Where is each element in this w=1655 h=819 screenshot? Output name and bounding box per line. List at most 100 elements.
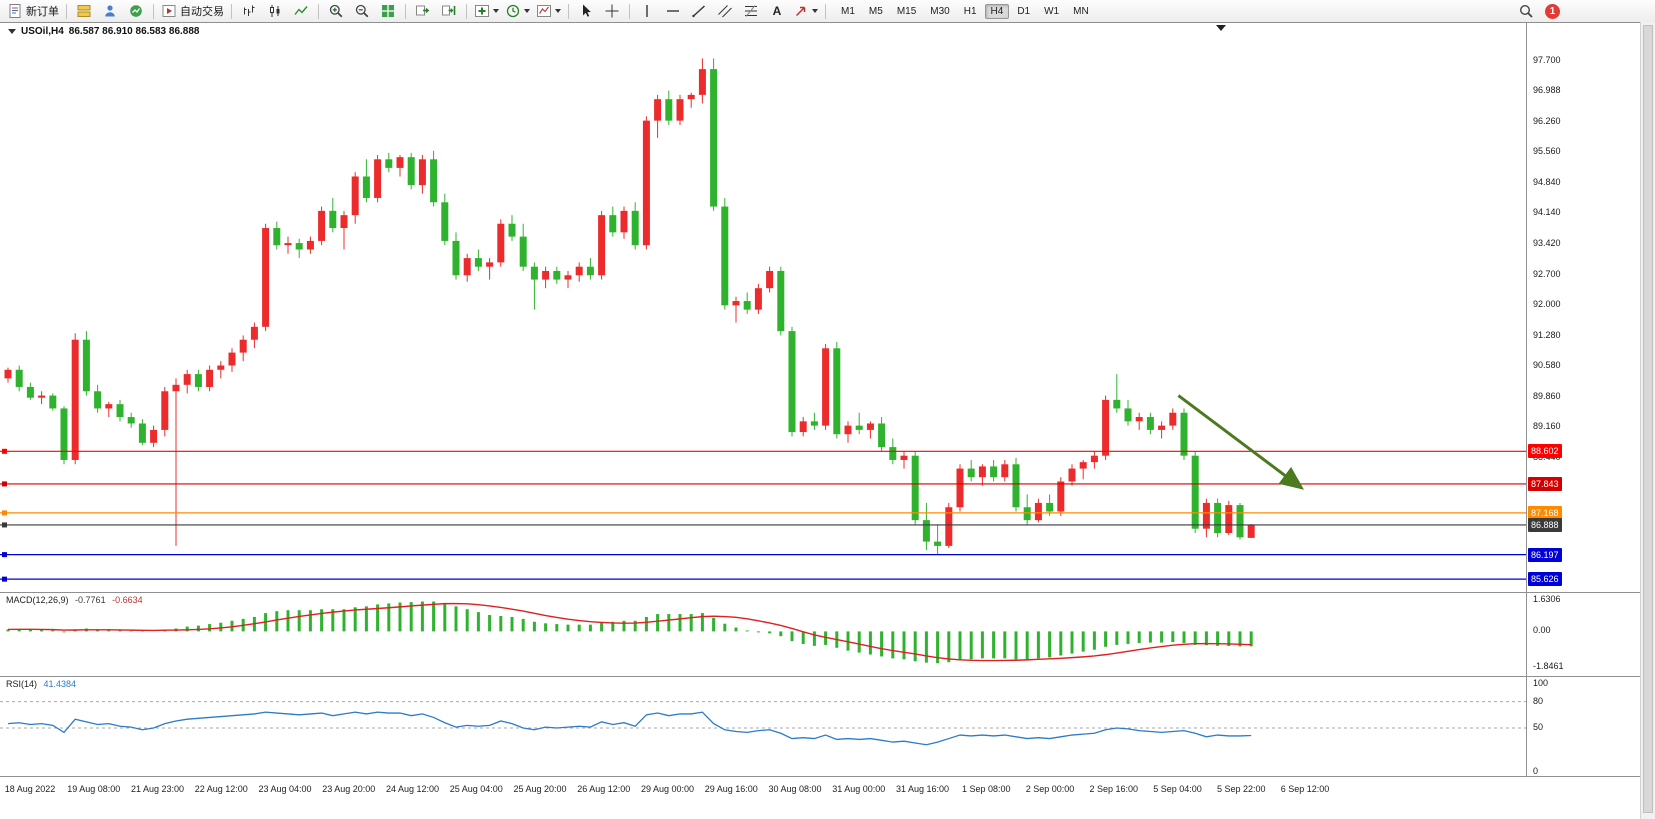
- rsi-axis-label: 0: [1533, 766, 1539, 776]
- crosshair-button[interactable]: [599, 1, 625, 21]
- macd-axis-label: 0.00: [1533, 625, 1551, 636]
- price-tag: 86.888: [1528, 517, 1562, 532]
- line-chart-icon: [294, 6, 308, 15]
- expand-triangle-icon[interactable]: [8, 29, 16, 34]
- chart-shift-button[interactable]: [436, 1, 462, 21]
- scrollbar-thumb[interactable]: [1643, 25, 1653, 813]
- time-tick-label: 21 Aug 23:00: [130, 784, 185, 794]
- macd-main-value: -0.7761: [75, 595, 106, 605]
- templates-button[interactable]: [533, 1, 564, 21]
- price-tag: 87.168: [1528, 505, 1562, 520]
- rsi-axis-label: 100: [1533, 678, 1549, 688]
- auto-scroll-button[interactable]: [410, 1, 436, 21]
- price-tick-label: 91.280: [1533, 330, 1561, 341]
- scroll-to-end-marker[interactable]: [1216, 25, 1226, 31]
- new-order-label: 新订单: [26, 6, 59, 18]
- price-tick-label: 89.160: [1533, 421, 1561, 432]
- horizontal-line-button[interactable]: [660, 1, 686, 21]
- price-tick-label: 93.420: [1533, 238, 1561, 249]
- price-tick-label: 92.700: [1533, 269, 1561, 280]
- time-tick-label: 31 Aug 16:00: [895, 784, 950, 794]
- vertical-scrollbar[interactable]: [1640, 22, 1655, 819]
- price-tick-label: 90.580: [1533, 360, 1561, 371]
- timeframe-h4[interactable]: H4: [984, 3, 1010, 19]
- price-tick-label: 97.700: [1533, 54, 1561, 65]
- templates-icon: [537, 5, 551, 17]
- time-tick-label: 1 Sep 08:00: [961, 784, 1011, 794]
- zoom-out-button[interactable]: [349, 1, 375, 21]
- ohlc-values: 86.587 86.910 86.583 86.888: [68, 26, 200, 37]
- price-tick-label: 92.000: [1533, 299, 1561, 310]
- rsi-axis-label: 50: [1533, 722, 1544, 732]
- price-axis[interactable]: 88.602 87.843 87.168 86.888 86.197 85.626 97.7…: [1527, 0, 1639, 819]
- timeframe-m1[interactable]: M1: [841, 5, 855, 17]
- vertical-line-button[interactable]: [634, 1, 660, 21]
- strategy-tester-button[interactable]: [123, 1, 149, 21]
- zoom-in-button[interactable]: [323, 1, 349, 21]
- timeframe-m5[interactable]: M5: [868, 5, 883, 17]
- bar-chart-button[interactable]: [236, 1, 262, 21]
- time-axis[interactable]: 18 Aug 2022 19 Aug 08:00 21 Aug 23:00 22 Au…: [0, 778, 1640, 819]
- time-tick-label: 26 Aug 12:00: [577, 784, 631, 794]
- channel-button[interactable]: [712, 1, 738, 21]
- time-tick-label: 2 Sep 16:00: [1089, 784, 1139, 794]
- auto-trading-button[interactable]: 自动交易: [158, 1, 227, 21]
- periods-button[interactable]: [502, 1, 533, 21]
- terminal-button[interactable]: [97, 1, 123, 21]
- cursor-icon: [583, 4, 591, 17]
- fibonacci-button[interactable]: [738, 1, 764, 21]
- timeframe-m15[interactable]: M15: [896, 5, 917, 17]
- zoom-out-icon: [355, 4, 369, 18]
- tile-windows-button[interactable]: [375, 1, 401, 21]
- trendline-button[interactable]: [686, 1, 712, 21]
- market-watch-button[interactable]: [71, 1, 97, 21]
- price-tick-label: 89.860: [1533, 391, 1561, 402]
- time-tick-label: 6 Sep 12:00: [1280, 784, 1330, 794]
- notification-badge[interactable]: 1: [1545, 3, 1560, 19]
- chart-canvas[interactable]: [0, 22, 1640, 819]
- new-order-button[interactable]: 新订单: [4, 1, 62, 21]
- line-chart-button[interactable]: [288, 1, 314, 21]
- strategy-tester-icon: [130, 5, 142, 17]
- price-tick-label: 94.840: [1533, 177, 1561, 188]
- toolbar-separator: [153, 3, 154, 19]
- timeframe-h1[interactable]: H1: [963, 5, 977, 17]
- timeframe-d1[interactable]: D1: [1017, 5, 1031, 17]
- timeframe-mn[interactable]: MN: [1073, 5, 1089, 17]
- time-tick-label: 30 Aug 08:00: [768, 784, 822, 794]
- macd-signal-value: -0.6634: [112, 595, 143, 605]
- toolbar-separator: [405, 3, 406, 19]
- cursor-button[interactable]: [573, 1, 599, 21]
- time-tick-label: 23 Aug 20:00: [322, 784, 376, 794]
- price-tag: 87.843: [1528, 476, 1562, 491]
- toolbar: 新订单 自动交易: [0, 0, 1655, 22]
- toolbar-separator: [318, 3, 319, 19]
- zoom-in-icon: [329, 4, 343, 18]
- market-watch-icon: [77, 5, 91, 17]
- indicators-button[interactable]: [471, 1, 502, 21]
- time-tick-label: 18 Aug 2022: [4, 784, 56, 794]
- chart-shift-icon: [442, 5, 456, 16]
- dropdown-caret-icon: [555, 9, 561, 13]
- time-tick-label: 29 Aug 16:00: [704, 784, 758, 794]
- text-label-button[interactable]: A: [764, 1, 790, 21]
- time-tick-label: 19 Aug 08:00: [67, 784, 121, 794]
- candlestick-chart-button[interactable]: [262, 1, 288, 21]
- time-tick-label: 5 Sep 04:00: [1153, 784, 1202, 794]
- price-tick-label: 94.140: [1533, 207, 1561, 218]
- timeframe-w1[interactable]: W1: [1044, 5, 1060, 17]
- auto-scroll-icon: [416, 5, 430, 16]
- trendline-icon: [692, 5, 705, 18]
- price-tick-label: 95.560: [1533, 146, 1561, 157]
- time-tick-label: 2 Sep 00:00: [1025, 784, 1075, 794]
- time-tick-label: 31 Aug 00:00: [832, 784, 886, 794]
- time-tick-label: 25 Aug 04:00: [449, 784, 503, 794]
- channel-icon: [718, 5, 732, 18]
- auto-trading-label: 自动交易: [180, 6, 224, 18]
- arrows-button[interactable]: [790, 1, 821, 21]
- search-button[interactable]: [1513, 1, 1539, 21]
- toolbar-separator: [568, 3, 569, 19]
- timeframe-m30[interactable]: M30: [930, 5, 950, 17]
- auto-trading-icon: [162, 5, 176, 17]
